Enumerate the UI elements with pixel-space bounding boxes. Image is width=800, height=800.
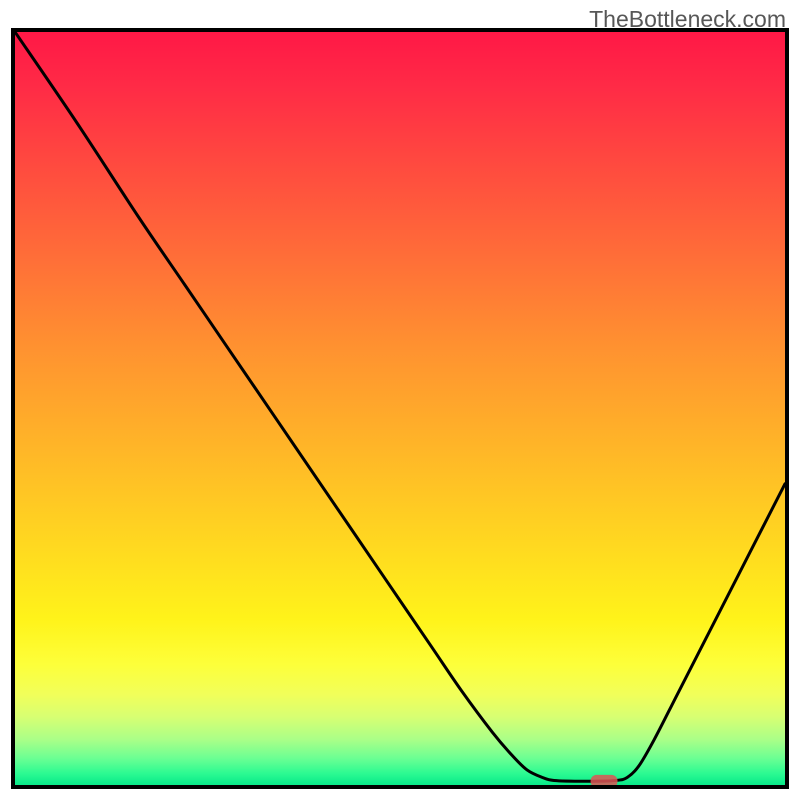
chart-svg [0, 0, 800, 800]
watermark-text: TheBottleneck.com [589, 6, 786, 33]
gradient-background [15, 32, 785, 785]
bottleneck-chart: TheBottleneck.com [0, 0, 800, 800]
